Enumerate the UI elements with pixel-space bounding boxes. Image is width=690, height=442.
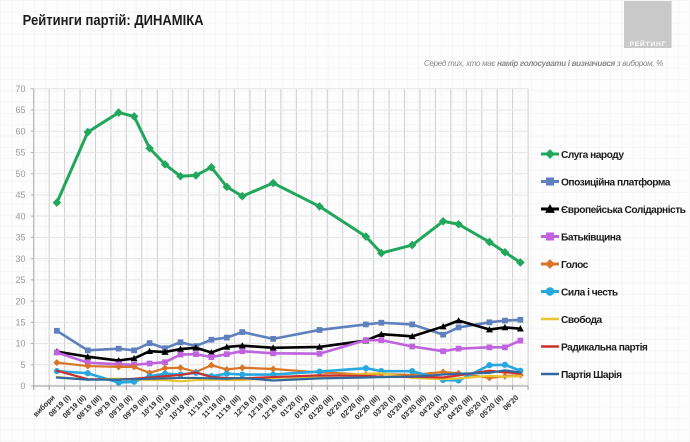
svg-text:45: 45 [15, 190, 25, 200]
svg-text:Слуга народу: Слуга народу [561, 150, 624, 161]
svg-text:70: 70 [15, 84, 25, 94]
svg-text:55: 55 [15, 148, 25, 158]
svg-text:Опозиційна платформа: Опозиційна платформа [561, 176, 671, 188]
svg-text:Серед тих, хто має намір голос: Серед тих, хто має намір голосувати і ви… [424, 59, 663, 68]
svg-text:30: 30 [15, 254, 25, 264]
svg-text:25: 25 [15, 275, 25, 285]
svg-text:06'20: 06'20 [501, 393, 520, 412]
svg-text:40: 40 [15, 211, 25, 221]
svg-text:Батьківщина: Батьківщина [561, 232, 621, 243]
svg-text:0: 0 [20, 381, 25, 391]
svg-text:Голос: Голос [561, 260, 589, 271]
svg-text:Сила і честь: Сила і честь [561, 287, 618, 298]
svg-text:РЕЙТИНГ: РЕЙТИНГ [629, 39, 666, 48]
svg-text:Партія Шарія: Партія Шарія [561, 370, 622, 381]
svg-text:65: 65 [15, 105, 25, 115]
svg-text:20: 20 [15, 296, 25, 306]
svg-text:5: 5 [20, 360, 25, 370]
svg-text:10: 10 [15, 339, 25, 349]
svg-text:15: 15 [15, 318, 25, 328]
svg-text:50: 50 [15, 169, 25, 179]
svg-text:Свобода: Свобода [561, 314, 603, 326]
svg-text:Радикальна партія: Радикальна партія [561, 342, 648, 353]
svg-text:35: 35 [15, 233, 25, 243]
svg-text:Рейтинги партій: ДИНАМІКА: Рейтинги партій: ДИНАМІКА [23, 13, 204, 29]
svg-text:60: 60 [15, 126, 25, 136]
svg-text:Європейська Солідарність: Європейська Солідарність [561, 205, 686, 216]
